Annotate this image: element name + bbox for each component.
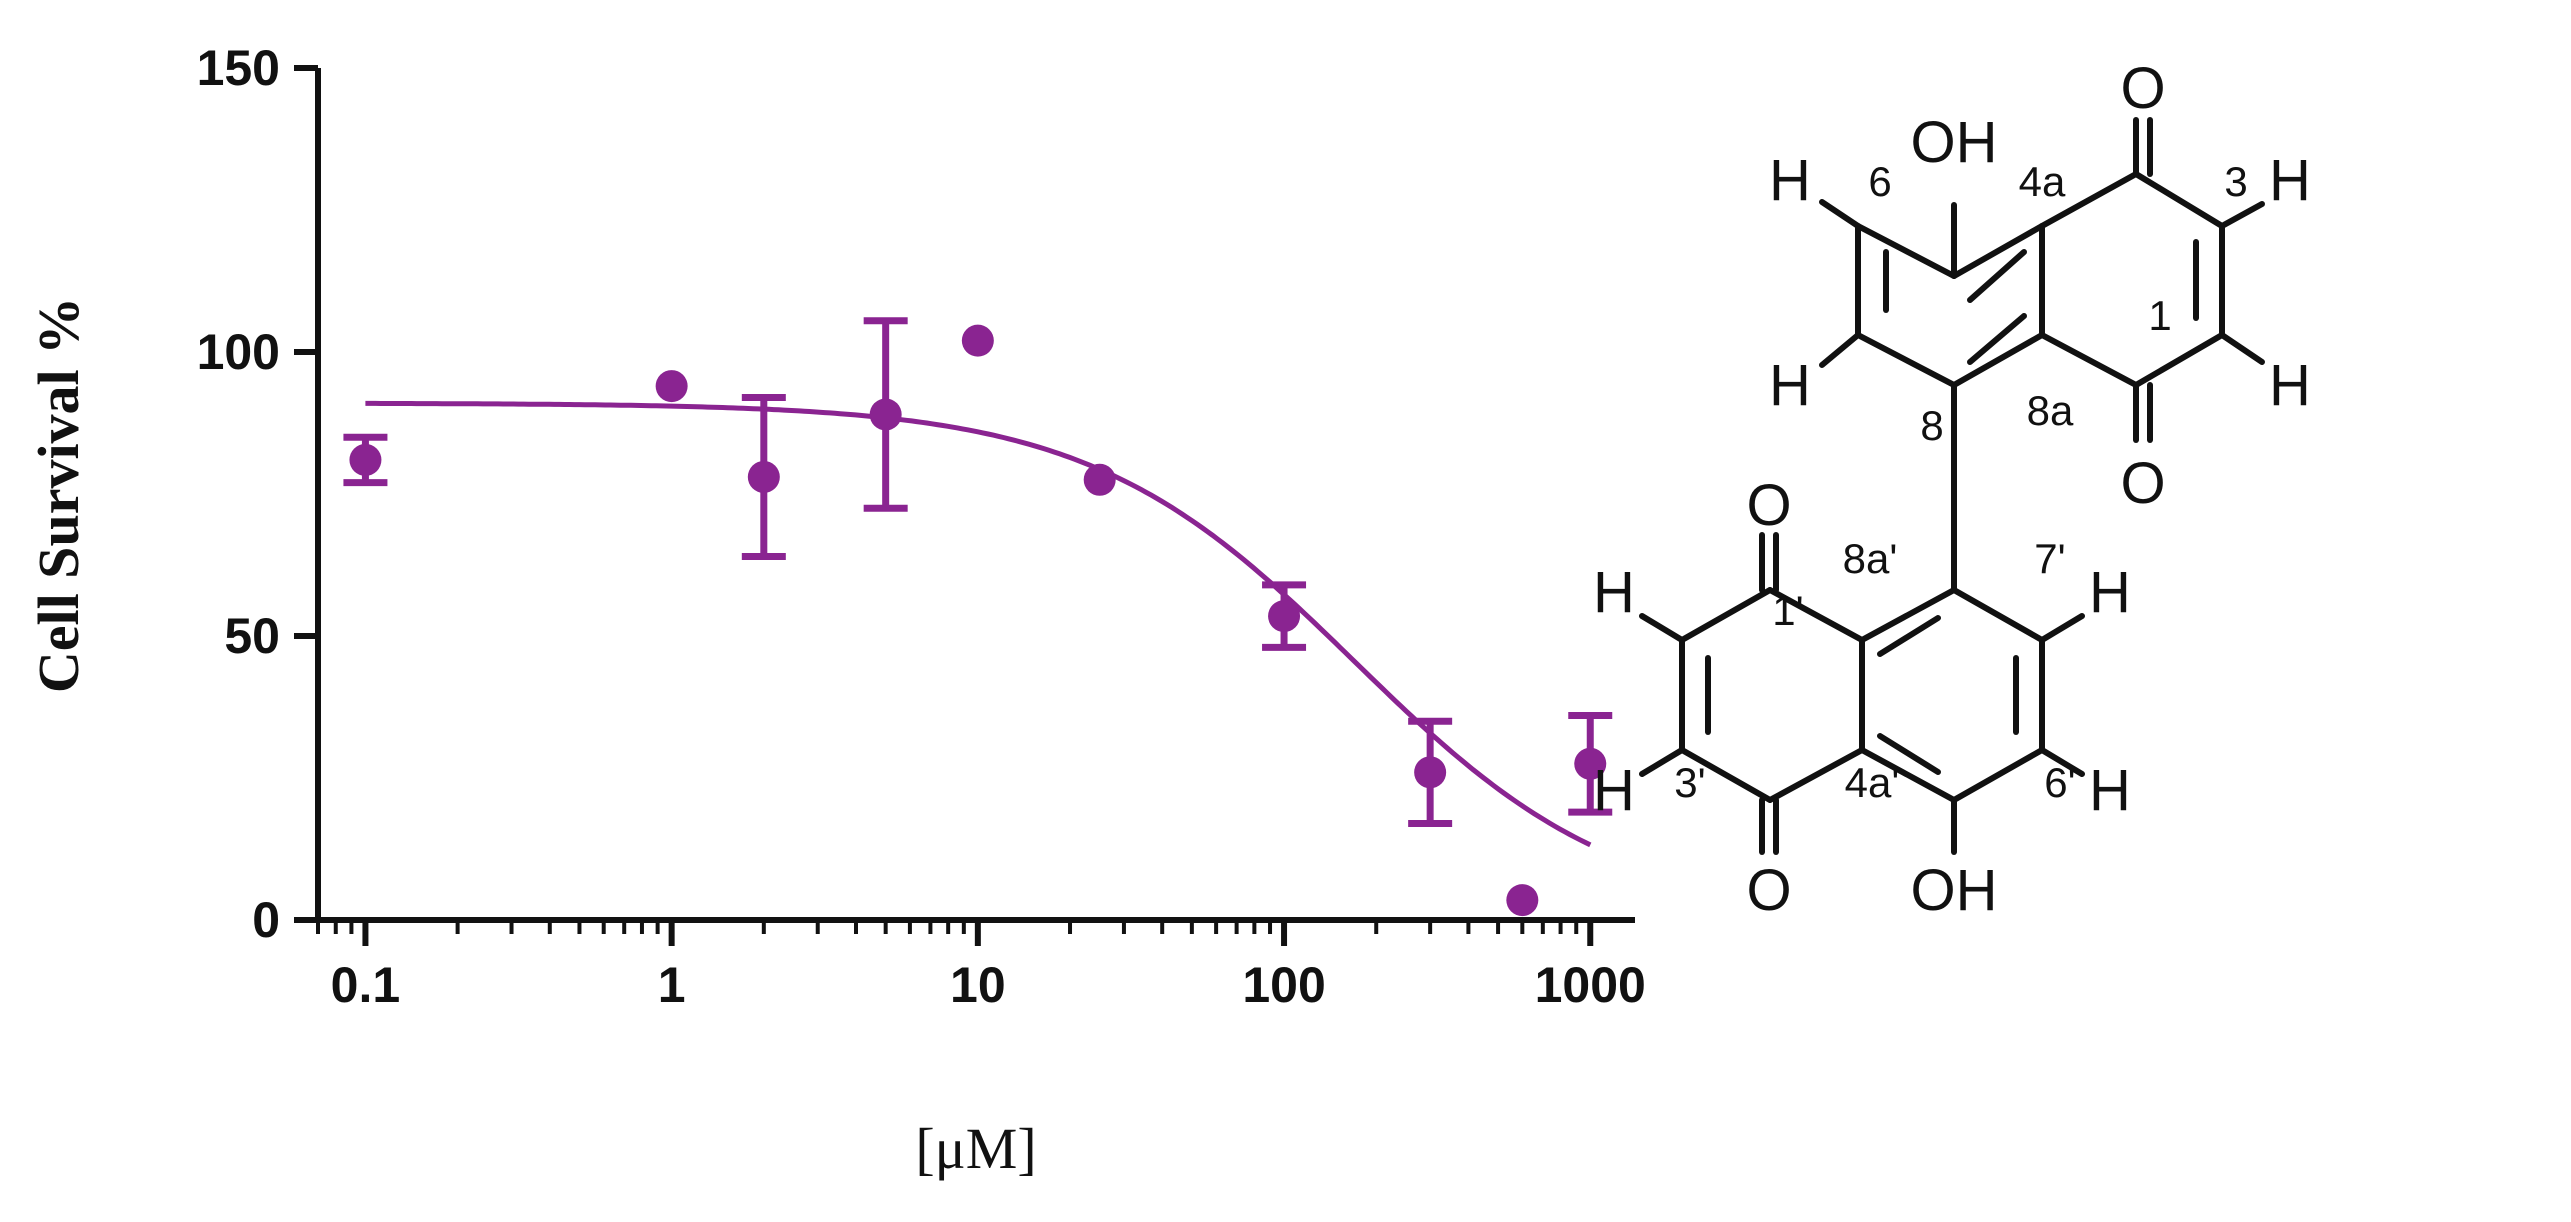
data-point [869,398,902,431]
position-label-3: 3 [2224,158,2247,205]
y-axis-title: Cell Survival % [26,297,91,693]
data-point [1268,600,1301,633]
hydrogen-label-h7: H [1769,353,1811,418]
x-axis-title: [μM] [915,1116,1036,1181]
y-tick-label: 100 [197,324,280,380]
hydrogen-label-h3: H [2269,148,2311,213]
data-point [747,460,780,493]
y-tick-label: 0 [252,892,280,948]
data-point [1574,747,1607,780]
carbonyl-oxygen-label-bottom: O [1746,858,1791,923]
x-ticks: 0.1 1 10 100 1000 [316,920,1646,1013]
position-label-3-prime: 3' [1674,759,1705,806]
y-tick-label: 150 [197,40,280,96]
hydrogen-label-h6: H [1769,148,1811,213]
hydrogen-label-h2-prime: H [1593,560,1635,625]
data-point [1506,884,1539,917]
data-point [655,370,688,403]
carbonyl-oxygen-label-top: O [2120,56,2165,121]
position-label-8: 8 [1920,402,1943,449]
data-point [1414,756,1447,789]
chemical-structure: OH O O O O OH H H H H H H H H 6 4a 3 1 8… [1593,56,2311,923]
fit-curve-layer [365,400,1592,848]
position-label-1: 1 [2148,292,2171,339]
carbonyl-oxygen-label-lower-1: O [1746,473,1791,538]
fit-curve [365,400,1592,848]
hydrogen-label-h6-prime: H [2089,758,2131,823]
x-tick-label: 100 [1242,957,1325,1013]
y-ticks: 0 50 100 150 [197,40,318,948]
position-label-8a: 8a [2027,387,2074,434]
upper-ring-bonds [1819,117,2265,593]
hydrogen-label-h3-prime: H [1593,758,1635,823]
hydroxyl-label-top: OH [1911,110,1998,175]
chart-axes [315,68,1635,923]
data-point [349,443,382,476]
position-label-4a: 4a [2019,158,2066,205]
position-label-1-prime: 1' [1772,587,1803,634]
hydrogen-label-h7-prime: H [2089,560,2131,625]
y-tick-label: 50 [224,608,280,664]
data-point [961,324,994,357]
carbonyl-oxygen-label-upper-1: O [2120,451,2165,516]
position-label-8a-prime: 8a' [1843,535,1898,582]
position-label-4a-prime: 4a' [1845,759,1900,806]
x-tick-label: 0.1 [331,957,401,1013]
x-tick-label: 1000 [1535,957,1646,1013]
error-bars-layer [343,317,1613,827]
x-tick-label: 10 [950,957,1006,1013]
hydrogen-label-h2: H [2269,353,2311,418]
hydroxyl-label-bottom: OH [1911,858,1998,923]
position-label-6-prime: 6' [2044,759,2075,806]
data-point [1083,463,1116,496]
position-label-6: 6 [1868,158,1891,205]
position-label-7-prime: 7' [2034,535,2065,582]
data-points-layer [349,324,1607,917]
x-tick-label: 1 [658,957,686,1013]
lower-ring-bonds [1639,532,2085,855]
